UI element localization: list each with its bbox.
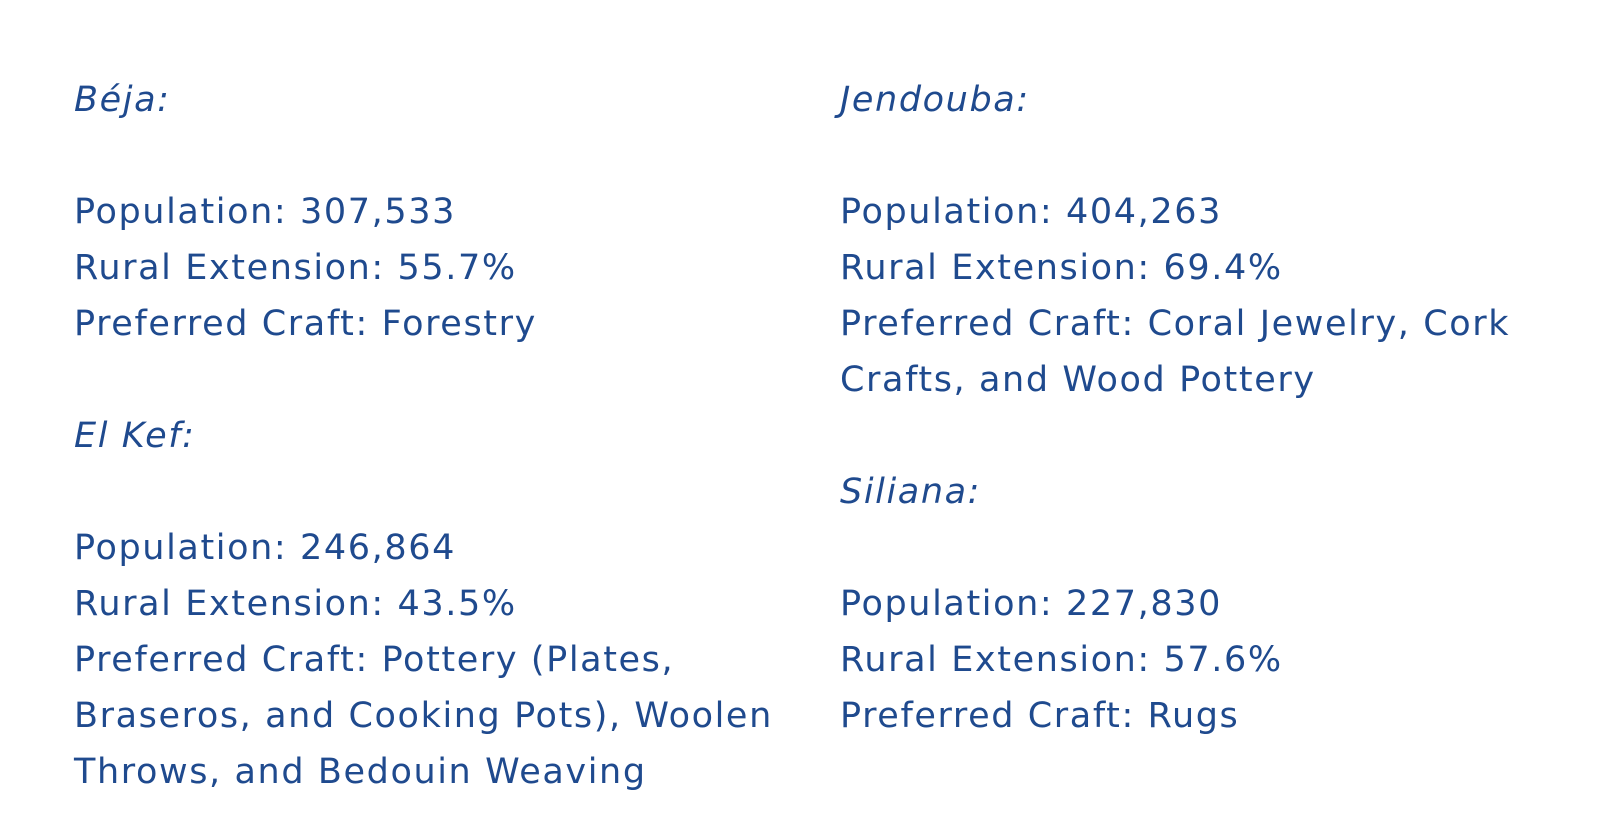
- region-heading: Jendouba:: [840, 80, 1030, 120]
- preferred-craft-text: Preferred Craft: Forestry: [74, 304, 537, 344]
- region-heading: Béja:: [74, 80, 171, 120]
- spacer: [74, 464, 814, 520]
- population-text: Population: 307,533: [74, 192, 456, 232]
- spacer: [840, 128, 1580, 184]
- spacer: [840, 408, 1580, 464]
- spacer: [840, 520, 1580, 576]
- population-text: Population: 246,864: [74, 528, 456, 568]
- rural-extension-text: Rural Extension: 43.5%: [74, 584, 517, 624]
- preferred-craft-text: Preferred Craft: Rugs: [840, 696, 1240, 736]
- preferred-craft-text: Preferred Craft: Coral Jewelry, Cork: [840, 304, 1511, 344]
- region-jendouba: Jendouba: Population: 404,263 Rural Exte…: [840, 72, 1580, 408]
- population-text: Population: 227,830: [840, 584, 1222, 624]
- region-heading: Siliana:: [840, 472, 982, 512]
- rural-extension-text: Rural Extension: 55.7%: [74, 248, 517, 288]
- region-el-kef: El Kef: Population: 246,864 Rural Extens…: [74, 408, 814, 800]
- spacer: [74, 128, 814, 184]
- preferred-craft-text: Preferred Craft: Pottery (Plates,: [74, 640, 675, 680]
- right-column: Jendouba: Population: 404,263 Rural Exte…: [840, 72, 1580, 744]
- preferred-craft-text: Braseros, and Cooking Pots), Woolen: [74, 696, 773, 736]
- region-heading: El Kef:: [74, 416, 196, 456]
- preferred-craft-text: Throws, and Bedouin Weaving: [74, 752, 647, 792]
- spacer: [74, 352, 814, 408]
- left-column: Béja: Population: 307,533 Rural Extensio…: [74, 72, 814, 800]
- population-text: Population: 404,263: [840, 192, 1222, 232]
- region-siliana: Siliana: Population: 227,830 Rural Exten…: [840, 464, 1580, 744]
- region-beja: Béja: Population: 307,533 Rural Extensio…: [74, 72, 814, 352]
- rural-extension-text: Rural Extension: 57.6%: [840, 640, 1283, 680]
- rural-extension-text: Rural Extension: 69.4%: [840, 248, 1283, 288]
- preferred-craft-text: Crafts, and Wood Pottery: [840, 360, 1316, 400]
